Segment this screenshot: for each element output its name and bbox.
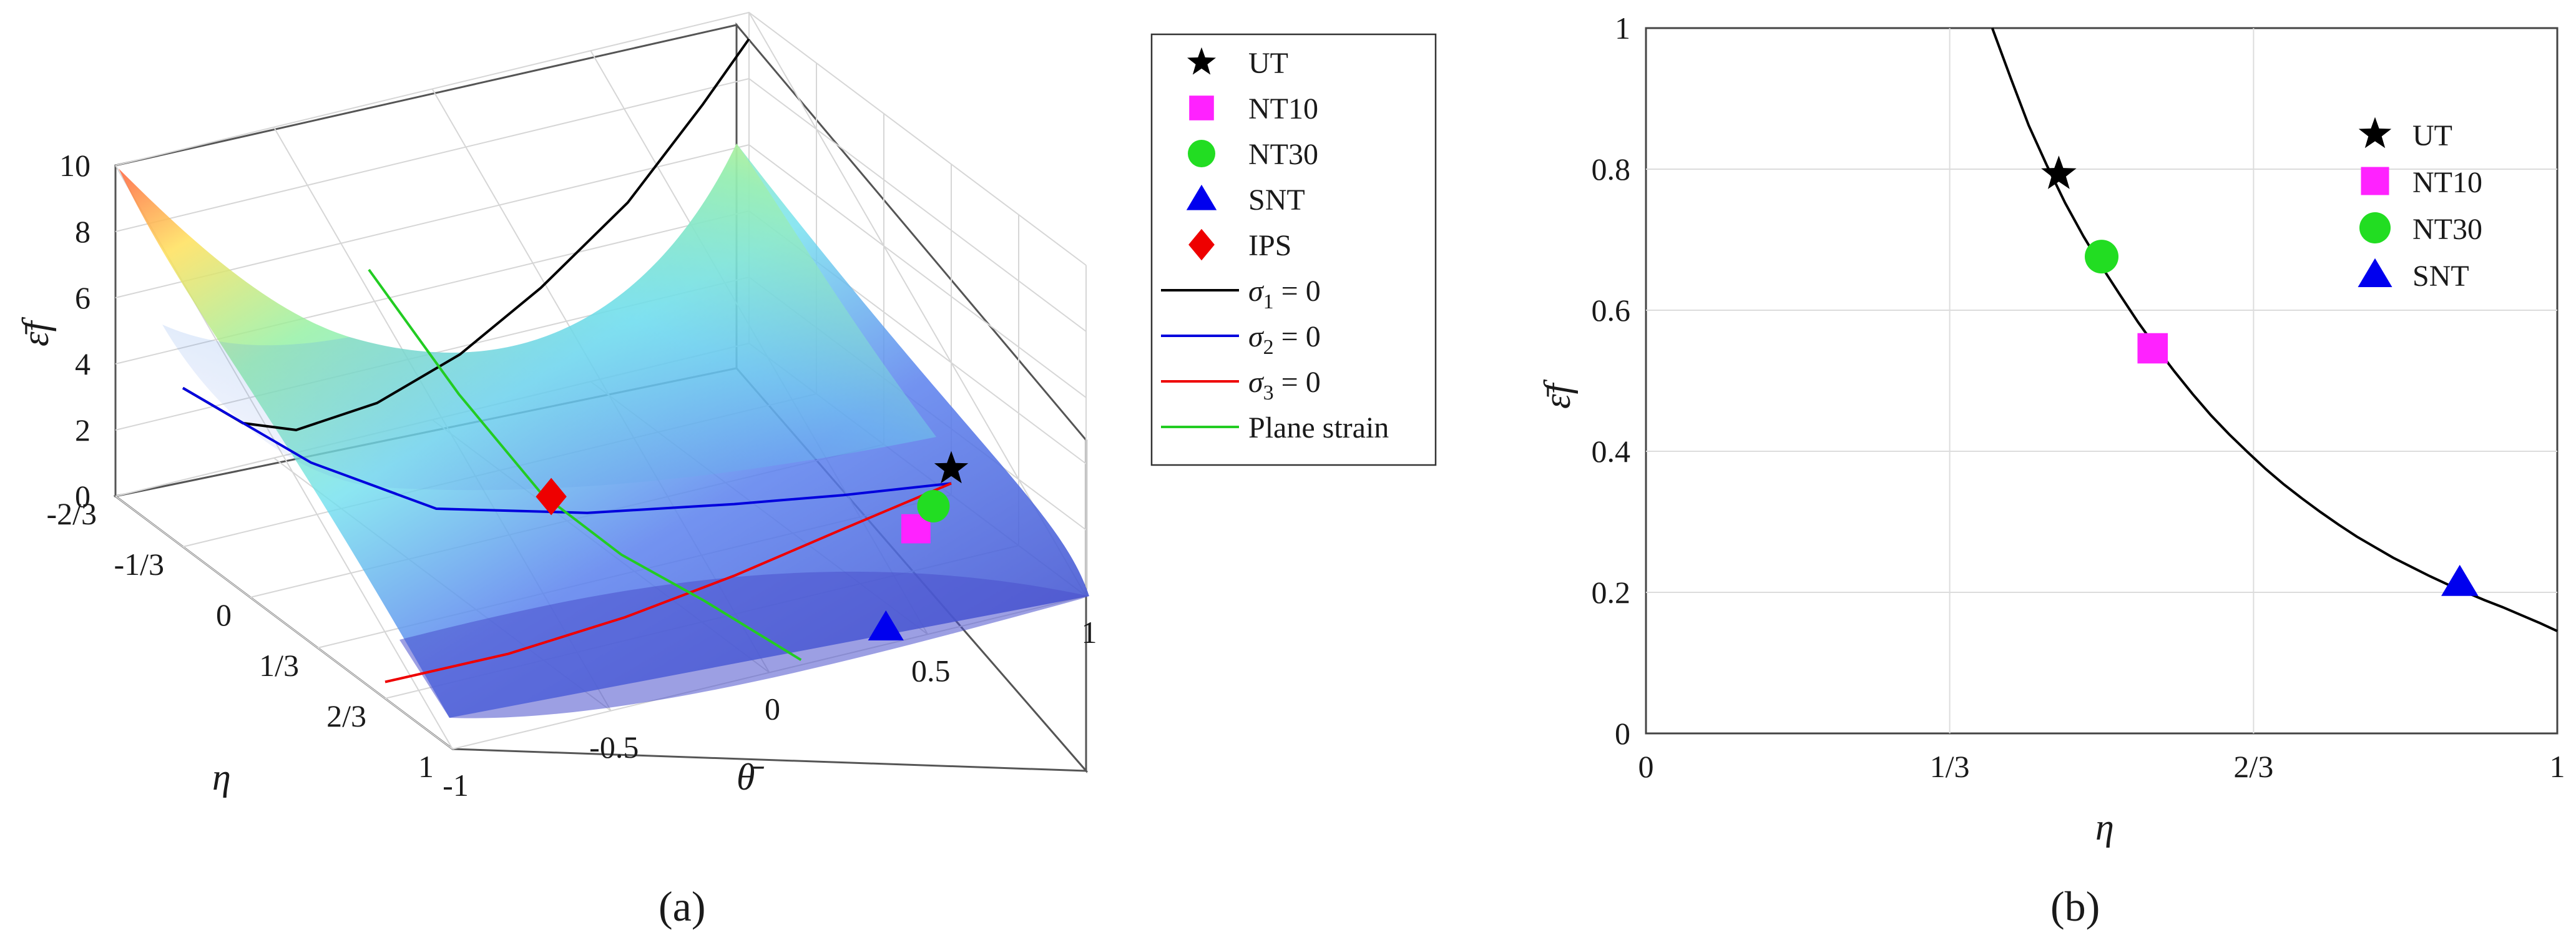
legend-b-label-2: NT30 bbox=[2412, 213, 2482, 246]
z-tick-label-3: 6 bbox=[75, 280, 91, 315]
legend-a-label-3: SNT bbox=[1248, 184, 1305, 217]
x-tick-label-1: -0.5 bbox=[589, 730, 639, 765]
surface-line-3 bbox=[368, 268, 802, 662]
legend-a-label-7: σ3 = 0 bbox=[1248, 366, 1321, 404]
surface-line-1 bbox=[182, 386, 952, 514]
y-tick-label-0: -2/3 bbox=[46, 496, 97, 531]
x-axis-label: θ̄ bbox=[737, 756, 764, 798]
legend-a-entry-0: UT bbox=[1187, 47, 1288, 80]
legend-a-label-0: UT bbox=[1248, 47, 1288, 80]
x-tick-label-b-2: 2/3 bbox=[2233, 749, 2273, 784]
y-tick-label-5: 1 bbox=[418, 749, 434, 784]
marker-a-snt bbox=[868, 610, 904, 641]
axis-ticks-b: 0 1/3 2/3 1 0 0.2 0.4 0.6 0.8 1 bbox=[1592, 11, 2565, 784]
panel-a-label: (a) bbox=[659, 883, 705, 930]
legend-a-symbol-1 bbox=[1189, 95, 1214, 120]
z-gridline-4 bbox=[115, 77, 1087, 332]
legend-a-label-5: σ1 = 0 bbox=[1248, 275, 1321, 313]
panel-b: 0 1/3 2/3 1 0 0.2 0.4 0.6 0.8 1 ε̄f η (b) UT NT10 N… bbox=[1537, 11, 2565, 930]
z-tick-label-1: 2 bbox=[75, 413, 91, 448]
legend-a-entry-4: IPS bbox=[1188, 228, 1291, 262]
markers-3d bbox=[536, 451, 969, 641]
marker-b-ut bbox=[2041, 155, 2077, 189]
legend-b-symbol-3 bbox=[2358, 258, 2392, 287]
legend-a-symbol-0 bbox=[1187, 47, 1216, 75]
surface-line-0 bbox=[182, 38, 750, 431]
legend-a-symbol-2 bbox=[1188, 140, 1215, 167]
x-tick-label-4: 1 bbox=[1082, 615, 1097, 650]
marker-b-nt10 bbox=[2137, 333, 2168, 364]
x-tick-label-0: -1 bbox=[443, 768, 469, 803]
plot-area-b bbox=[1645, 27, 2559, 735]
marker-a-ut bbox=[934, 451, 969, 484]
legend-a-symbol-4 bbox=[1188, 228, 1215, 261]
legend-a-label-6: σ2 = 0 bbox=[1248, 320, 1321, 359]
floor-gridline-x-0 bbox=[115, 496, 453, 750]
marker-a-ips bbox=[536, 477, 567, 516]
legend-b-label-0: UT bbox=[2412, 119, 2452, 152]
y-tick-label-b-1: 0.2 bbox=[1592, 575, 1631, 610]
y-tick-label-3: 1/3 bbox=[259, 648, 299, 683]
surface-line-2 bbox=[384, 482, 952, 683]
legend-b-entry-2: NT30 bbox=[2359, 212, 2482, 246]
z-tick-label-5: 10 bbox=[59, 148, 91, 183]
fracture-surface bbox=[119, 144, 1089, 718]
x-tick-label-b-0: 0 bbox=[1638, 749, 1654, 784]
x-tick-label-b-3: 1 bbox=[2550, 749, 2565, 784]
z-gridline-3 bbox=[115, 144, 1087, 398]
y-axis-label-b: ε̄f bbox=[1537, 379, 1578, 409]
legend-b-symbol-0 bbox=[2358, 117, 2392, 149]
z-tick-label-2: 4 bbox=[75, 346, 91, 381]
legend-b-symbol-1 bbox=[2361, 167, 2389, 195]
x-tick-label-b-1: 1/3 bbox=[1930, 749, 1970, 784]
legend-a: UT NT10 NT30 SNT IPS σ1 = 0 σ2 = 0 σ3 = 0 Plane … bbox=[1150, 33, 1437, 466]
y-tick-label-1: -1/3 bbox=[114, 547, 164, 582]
legend-a-entry-1: NT10 bbox=[1189, 92, 1318, 125]
legend-b-entry-3: SNT bbox=[2358, 258, 2469, 293]
legend-a-entry-6: σ2 = 0 bbox=[1161, 320, 1321, 359]
legend-a-entry-8: Plane strain bbox=[1161, 411, 1389, 444]
x-tick-label-2: 0 bbox=[765, 692, 780, 727]
z-tick-label-0: 0 bbox=[75, 479, 91, 514]
markers-b bbox=[2041, 155, 2479, 596]
legend-a-label-4: IPS bbox=[1248, 229, 1291, 262]
legend-b-label-1: NT10 bbox=[2412, 166, 2482, 199]
legend-b-label-3: SNT bbox=[2412, 260, 2469, 293]
x-tick-label-3: 0.5 bbox=[911, 653, 951, 688]
panel-b-label: (b) bbox=[2050, 883, 2100, 930]
legend-a-entry-5: σ1 = 0 bbox=[1161, 275, 1321, 313]
y-tick-label-b-4: 0.8 bbox=[1592, 152, 1631, 187]
legend-b: UT NT10 NT30 SNT bbox=[2358, 117, 2482, 293]
legend-b-symbol-2 bbox=[2359, 212, 2391, 243]
legend-a-entry-3: SNT bbox=[1186, 184, 1305, 217]
grid-b bbox=[1646, 28, 2557, 733]
y-axis-label: η bbox=[212, 756, 231, 798]
legend-a-symbol-3 bbox=[1186, 184, 1217, 210]
y-tick-label-b-0: 0 bbox=[1615, 716, 1630, 751]
z-tick-label-4: 8 bbox=[75, 214, 91, 249]
marker-a-nt30 bbox=[917, 489, 950, 522]
legend-a-entry-7: σ3 = 0 bbox=[1161, 366, 1321, 404]
y-tick-label-2: 0 bbox=[216, 597, 232, 632]
legend-b-entry-0: UT bbox=[2358, 117, 2452, 152]
wall-gridline-x-4 bbox=[748, 12, 1087, 597]
marker-b-snt bbox=[2441, 564, 2479, 596]
legend-a-entry-2: NT30 bbox=[1188, 138, 1318, 171]
marker-b-nt30 bbox=[2085, 240, 2118, 274]
x-axis-label-b: η bbox=[2095, 806, 2114, 848]
legend-a-label-1: NT10 bbox=[1248, 92, 1318, 125]
legend-b-entry-1: NT10 bbox=[2361, 166, 2482, 199]
y-tick-label-b-5: 1 bbox=[1615, 11, 1630, 46]
z-axis-label: ε̄f bbox=[15, 316, 56, 346]
y-tick-label-b-3: 0.6 bbox=[1592, 293, 1631, 328]
z-gridline-5 bbox=[115, 11, 1087, 266]
legend-a-label-2: NT30 bbox=[1248, 138, 1318, 171]
surface-lines bbox=[182, 38, 952, 683]
legend-a-label-8: Plane strain bbox=[1248, 411, 1389, 444]
y-tick-label-4: 2/3 bbox=[326, 698, 366, 733]
y-tick-label-b-2: 0.4 bbox=[1592, 434, 1631, 469]
